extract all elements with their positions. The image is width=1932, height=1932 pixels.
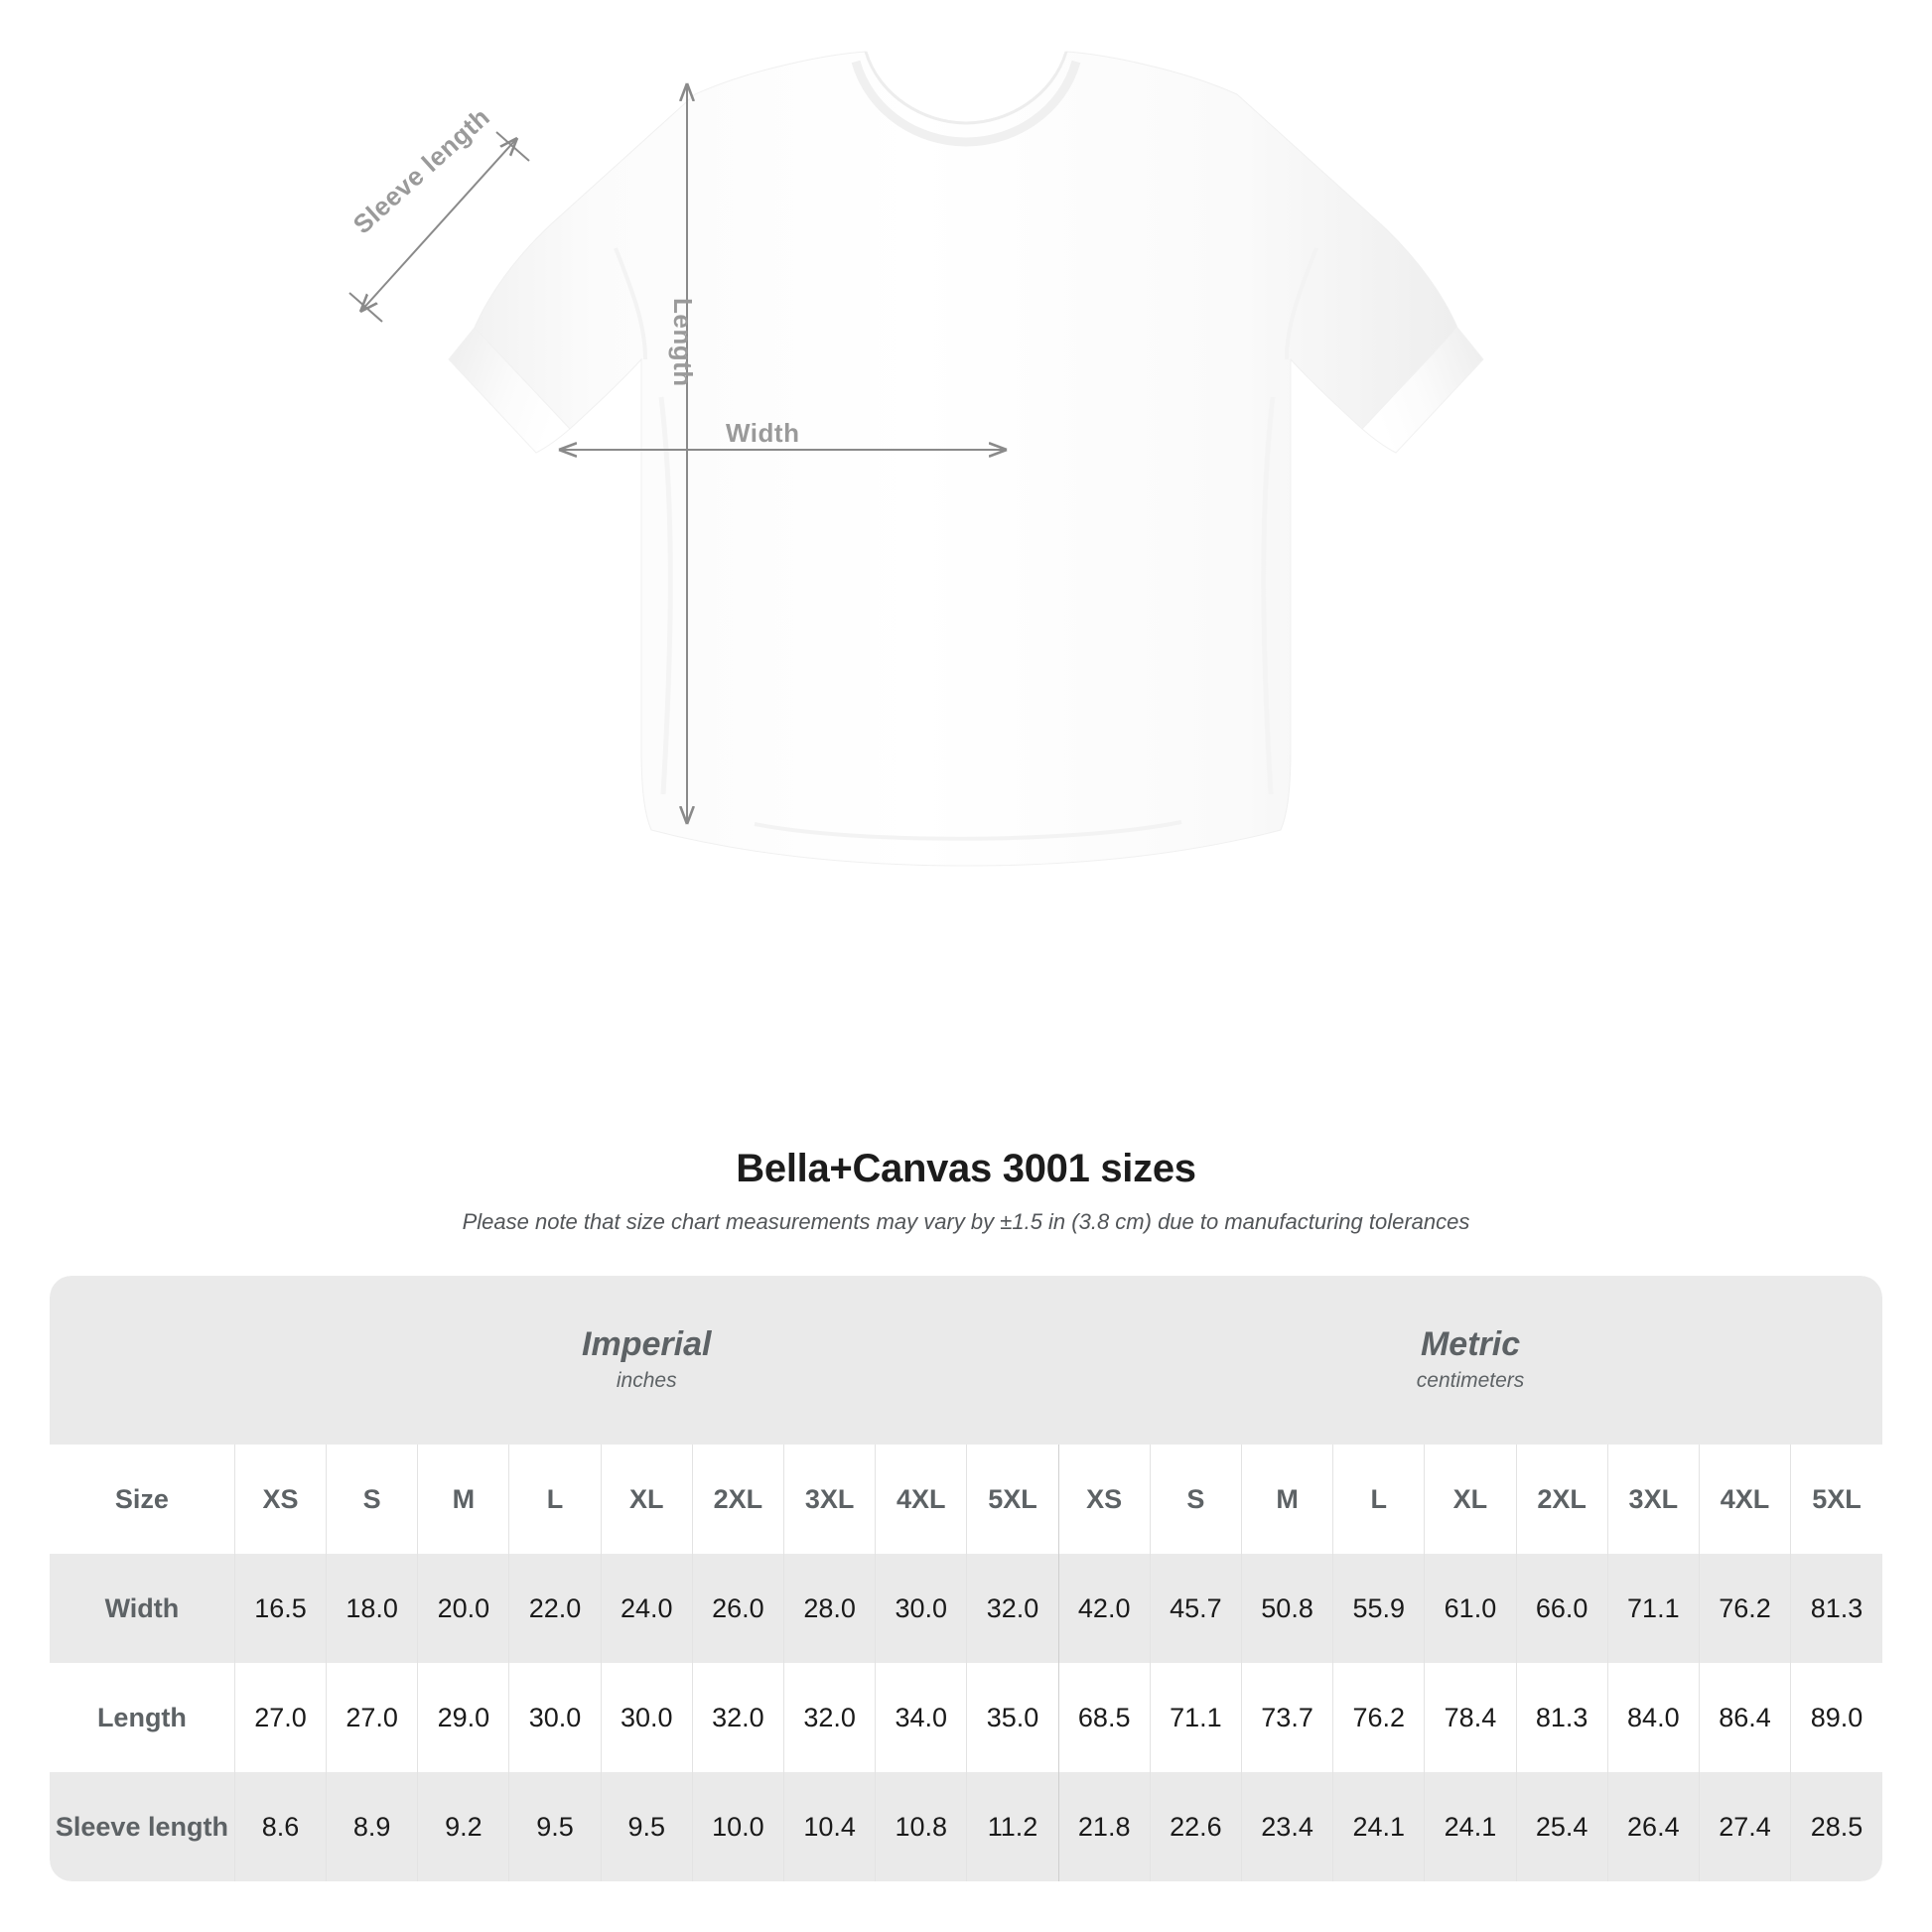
unit-group-metric: Metric centimeters bbox=[1058, 1276, 1882, 1445]
unit-group-name: Metric bbox=[1420, 1324, 1521, 1363]
width-dimension-label: Width bbox=[726, 418, 800, 448]
measurement-cell: 42.0 bbox=[1057, 1554, 1151, 1663]
measurement-cell: 50.8 bbox=[1240, 1554, 1333, 1663]
size-header-cell: XL bbox=[1424, 1445, 1517, 1554]
size-header-cell: 2XL bbox=[691, 1445, 784, 1554]
size-header-cell: S bbox=[1149, 1445, 1242, 1554]
unit-group-row: Imperial inches Metric centimeters bbox=[50, 1276, 1882, 1445]
size-header-cell: 4XL bbox=[875, 1445, 967, 1554]
size-header-cell: S bbox=[326, 1445, 418, 1554]
measurement-cell: 24.1 bbox=[1332, 1772, 1425, 1881]
measurement-cell: 29.0 bbox=[417, 1663, 509, 1772]
measurement-cell: 68.5 bbox=[1057, 1663, 1151, 1772]
measurement-cell: 10.8 bbox=[875, 1772, 967, 1881]
size-header-cell: M bbox=[417, 1445, 509, 1554]
measurement-cell: 61.0 bbox=[1424, 1554, 1517, 1663]
measurement-cell: 16.5 bbox=[233, 1554, 327, 1663]
measurement-guides bbox=[348, 83, 1007, 824]
size-header-cell: XS bbox=[1057, 1445, 1151, 1554]
measurement-cell: 25.4 bbox=[1515, 1772, 1608, 1881]
measurement-cell: 84.0 bbox=[1606, 1663, 1700, 1772]
table-row: Sleeve length 8.6 8.9 9.2 9.5 9.5 10.0 10.4 10.8… bbox=[50, 1772, 1882, 1881]
measurement-cell: 27.0 bbox=[326, 1663, 418, 1772]
unit-group-unit: inches bbox=[616, 1368, 677, 1392]
size-header-cell: M bbox=[1240, 1445, 1333, 1554]
size-chart-table: Imperial inches Metric centimeters Size XS S M L… bbox=[50, 1276, 1882, 1881]
measurement-cell: 78.4 bbox=[1424, 1663, 1517, 1772]
measurement-cell: 26.4 bbox=[1606, 1772, 1700, 1881]
unit-group-name: Imperial bbox=[582, 1324, 712, 1363]
row-label: Width bbox=[50, 1554, 235, 1663]
measurement-cell: 27.4 bbox=[1698, 1772, 1791, 1881]
size-header-cell: 2XL bbox=[1515, 1445, 1608, 1554]
size-header-cell: L bbox=[508, 1445, 602, 1554]
measurement-cell: 76.2 bbox=[1332, 1663, 1425, 1772]
measurement-cell: 11.2 bbox=[966, 1772, 1059, 1881]
measurement-cell: 20.0 bbox=[417, 1554, 509, 1663]
measurement-cell: 22.0 bbox=[508, 1554, 602, 1663]
table-row: Length 27.0 27.0 29.0 30.0 30.0 32.0 32.0 34.0 35… bbox=[50, 1663, 1882, 1772]
size-header-cell: XS bbox=[233, 1445, 327, 1554]
measurement-cell: 34.0 bbox=[875, 1663, 967, 1772]
measurement-cell: 71.1 bbox=[1606, 1554, 1700, 1663]
measurement-cell: 32.0 bbox=[691, 1663, 784, 1772]
measurement-cell: 30.0 bbox=[600, 1663, 693, 1772]
size-header-cell: 3XL bbox=[782, 1445, 876, 1554]
measurement-cell: 28.5 bbox=[1790, 1772, 1882, 1881]
table-corner-cell bbox=[50, 1276, 235, 1445]
measurement-cell: 18.0 bbox=[326, 1554, 418, 1663]
size-header-cell: L bbox=[1332, 1445, 1425, 1554]
measurement-cell: 32.0 bbox=[782, 1663, 876, 1772]
measurement-cell: 71.1 bbox=[1149, 1663, 1242, 1772]
size-header-cell: 5XL bbox=[1790, 1445, 1882, 1554]
size-header-cell: 3XL bbox=[1606, 1445, 1700, 1554]
unit-group-unit: centimeters bbox=[1416, 1368, 1525, 1392]
tolerance-note: Please note that size chart measurements… bbox=[462, 1209, 1470, 1234]
measurement-cell: 24.1 bbox=[1424, 1772, 1517, 1881]
size-header-cell: 5XL bbox=[966, 1445, 1059, 1554]
size-table-container: Imperial inches Metric centimeters Size XS S M L… bbox=[50, 1276, 1882, 1881]
measurement-cell: 32.0 bbox=[966, 1554, 1059, 1663]
measurement-cell: 81.3 bbox=[1515, 1663, 1608, 1772]
measurement-cell: 89.0 bbox=[1790, 1663, 1882, 1772]
measurement-cell: 22.6 bbox=[1149, 1772, 1242, 1881]
measurement-cell: 45.7 bbox=[1149, 1554, 1242, 1663]
measurement-cell: 30.0 bbox=[508, 1663, 602, 1772]
size-header-row: Size XS S M L XL 2XL 3XL 4XL 5XL XS S M L XL 2XL 3XL 4XL 5… bbox=[50, 1445, 1882, 1554]
measurement-cell: 81.3 bbox=[1790, 1554, 1882, 1663]
measurement-cell: 26.0 bbox=[691, 1554, 784, 1663]
tshirt-illustration: Sleeve length Length Width bbox=[347, 51, 1484, 867]
table-row: Width 16.5 18.0 20.0 22.0 24.0 26.0 28.0 30.0 32.… bbox=[50, 1554, 1882, 1663]
measurement-cell: 10.0 bbox=[691, 1772, 784, 1881]
measurement-cell: 8.6 bbox=[233, 1772, 327, 1881]
size-header-cell: XL bbox=[600, 1445, 693, 1554]
unit-group-imperial: Imperial inches bbox=[234, 1276, 1059, 1445]
measurement-cell: 28.0 bbox=[782, 1554, 876, 1663]
measurement-cell: 30.0 bbox=[875, 1554, 967, 1663]
measurement-cell: 9.5 bbox=[600, 1772, 693, 1881]
row-label: Sleeve length bbox=[50, 1772, 235, 1881]
length-dimension-label: Length bbox=[668, 298, 698, 387]
measurement-cell: 21.8 bbox=[1057, 1772, 1151, 1881]
measurement-cell: 35.0 bbox=[966, 1663, 1059, 1772]
measurement-cell: 8.9 bbox=[326, 1772, 418, 1881]
measurement-cell: 10.4 bbox=[782, 1772, 876, 1881]
measurement-cell: 9.2 bbox=[417, 1772, 509, 1881]
size-header-label: Size bbox=[50, 1445, 235, 1554]
measurement-cell: 9.5 bbox=[508, 1772, 602, 1881]
row-label: Length bbox=[50, 1663, 235, 1772]
measurement-cell: 73.7 bbox=[1240, 1663, 1333, 1772]
page-title: Bella+Canvas 3001 sizes bbox=[736, 1147, 1196, 1190]
measurement-cell: 66.0 bbox=[1515, 1554, 1608, 1663]
measurement-cell: 24.0 bbox=[600, 1554, 693, 1663]
measurement-cell: 23.4 bbox=[1240, 1772, 1333, 1881]
tshirt-shape bbox=[448, 51, 1484, 867]
measurement-cell: 55.9 bbox=[1332, 1554, 1425, 1663]
chart-heading: Bella+Canvas 3001 sizes Please note that… bbox=[0, 1147, 1932, 1235]
size-header-cell: 4XL bbox=[1698, 1445, 1791, 1554]
measurement-cell: 27.0 bbox=[233, 1663, 327, 1772]
measurement-cell: 86.4 bbox=[1698, 1663, 1791, 1772]
measurement-cell: 76.2 bbox=[1698, 1554, 1791, 1663]
